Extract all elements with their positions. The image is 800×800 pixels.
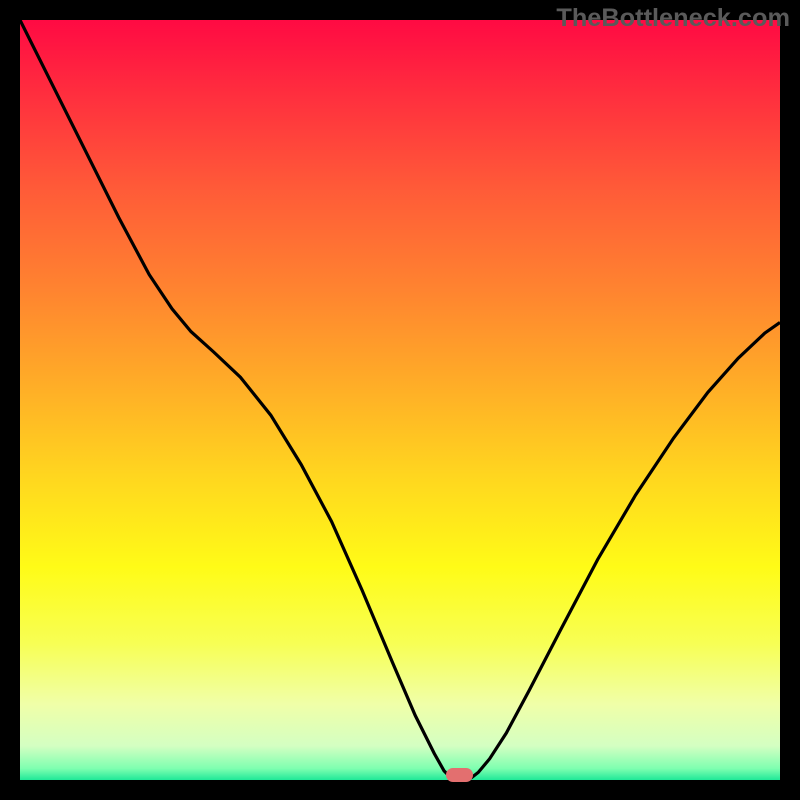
bottleneck-curve xyxy=(20,20,780,780)
attribution-text: TheBottleneck.com xyxy=(556,4,790,33)
curve-path xyxy=(20,20,780,780)
optimum-marker xyxy=(446,768,473,782)
chart-frame: TheBottleneck.com xyxy=(0,0,800,800)
plot-area xyxy=(20,20,780,780)
